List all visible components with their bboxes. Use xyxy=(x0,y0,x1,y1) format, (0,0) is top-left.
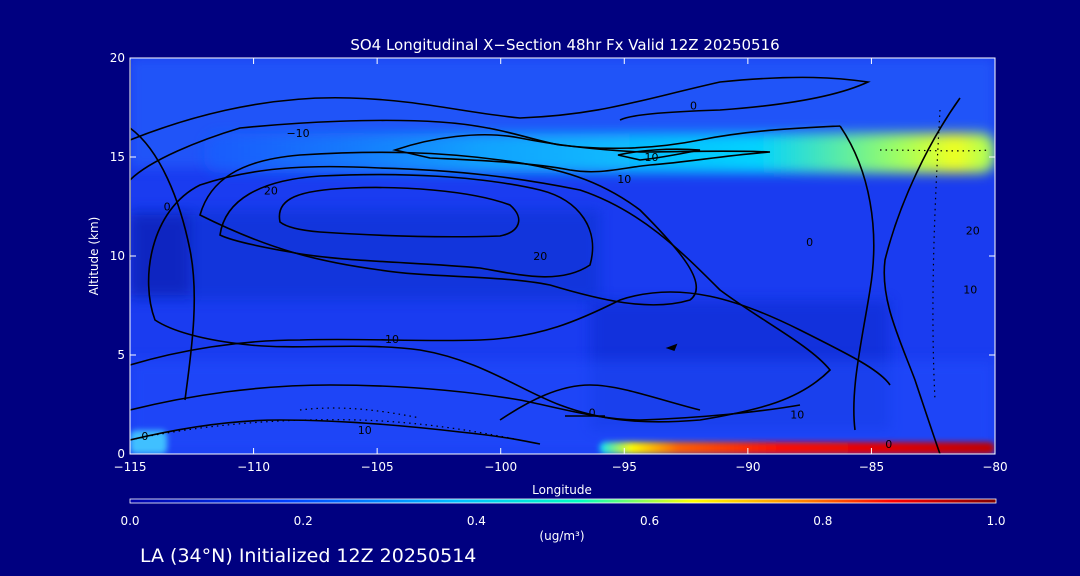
x-tick-label: −110 xyxy=(237,460,270,474)
x-tick-label: −95 xyxy=(612,460,637,474)
contour-line xyxy=(665,343,678,351)
plot-area: 0 0 0 0 0 0 −10 10 10 10 10 10 10 20 20 20 xyxy=(130,58,995,454)
contour-label: 0 xyxy=(885,438,892,451)
dotted-contours xyxy=(130,109,991,441)
shaded-features xyxy=(130,133,995,454)
x-tick-label: −100 xyxy=(484,460,517,474)
lower-field-shade xyxy=(130,360,995,454)
contour-lines xyxy=(130,60,961,454)
contour-label: 10 xyxy=(385,333,399,346)
contour-label: 10 xyxy=(790,408,804,421)
x-axis: −115 −110 −105 −100 −95 −90 −85 −80 xyxy=(114,58,1008,474)
chart-title: SO4 Longitudinal X−Section 48hr Fx Valid… xyxy=(350,36,779,54)
contour-label: 0 xyxy=(589,406,596,419)
x-tick-label: −85 xyxy=(859,460,884,474)
contour-labels: 0 0 0 0 0 0 −10 10 10 10 10 10 10 20 20 20 xyxy=(141,100,979,452)
colorbar-frame xyxy=(129,498,997,504)
colorbar-unit-label: (ug/m³) xyxy=(539,529,584,543)
colorbar-tick-label: 0.8 xyxy=(813,514,832,528)
x-tick-label: −90 xyxy=(735,460,760,474)
x-axis-label: Longitude xyxy=(532,483,592,497)
contour-label: 0 xyxy=(690,100,697,113)
contour-label: 10 xyxy=(963,284,977,297)
shaded-feature-upper-layer xyxy=(204,133,995,173)
contour-label: 20 xyxy=(533,250,547,263)
y-axis-label: Altitude (km) xyxy=(87,217,101,296)
contour-label: 20 xyxy=(966,224,980,237)
contour-label: −10 xyxy=(286,127,309,140)
contour-label: 10 xyxy=(644,151,658,164)
contour-label: 20 xyxy=(264,185,278,198)
contour-line xyxy=(130,291,891,386)
y-tick-label: 5 xyxy=(117,348,125,362)
y-tick-label: 20 xyxy=(110,51,125,65)
colorbar-ticks: 0.0 0.2 0.4 0.6 0.8 1.0 xyxy=(120,514,1005,528)
contour-line xyxy=(130,419,541,445)
contour-line xyxy=(130,384,801,421)
colorbar-tick-label: 0.2 xyxy=(294,514,313,528)
contour-label: 0 xyxy=(806,236,813,249)
colorbar-tick-label: 0.0 xyxy=(120,514,139,528)
contour-line xyxy=(879,149,991,152)
x-tick-label: −105 xyxy=(361,460,394,474)
shaded-feature-west-surface-plume xyxy=(130,430,168,454)
x-tick-label: −80 xyxy=(982,460,1007,474)
contour-line xyxy=(199,151,698,306)
y-tick-label: 0 xyxy=(117,447,125,461)
contour-label: 0 xyxy=(141,430,148,443)
contour-line xyxy=(499,384,701,421)
contour-line xyxy=(130,119,841,181)
contour-line xyxy=(617,148,701,161)
colorbar: 0.0 0.2 0.4 0.6 0.8 1.0 (ug/m³) xyxy=(120,498,1006,543)
colorbar-tick-label: 1.0 xyxy=(986,514,1005,528)
colorbar-tick-label: 0.6 xyxy=(640,514,659,528)
x-tick-label: −115 xyxy=(114,460,147,474)
contour-line xyxy=(839,125,875,431)
contour-label: 0 xyxy=(164,201,171,214)
colorbar-tick-label: 0.4 xyxy=(467,514,486,528)
colorbar-gradient xyxy=(130,499,996,503)
contour-line xyxy=(219,173,594,278)
y-tick-label: 15 xyxy=(110,150,125,164)
footer-location-text: LA (34°N) Initialized 12Z 20250514 xyxy=(140,545,476,567)
contour-label: 10 xyxy=(358,424,372,437)
y-axis: 0 5 10 15 20 xyxy=(110,51,995,461)
contour-line xyxy=(147,165,832,423)
contour-label: 10 xyxy=(617,173,631,186)
contour-line xyxy=(278,186,520,238)
y-tick-label: 10 xyxy=(110,249,125,263)
contour-line xyxy=(130,127,196,401)
contour-line xyxy=(392,134,771,173)
contour-line xyxy=(130,76,871,141)
mid-field-shade xyxy=(130,210,600,300)
contour-line xyxy=(883,97,961,454)
shaded-feature-surface-layer xyxy=(599,442,995,454)
